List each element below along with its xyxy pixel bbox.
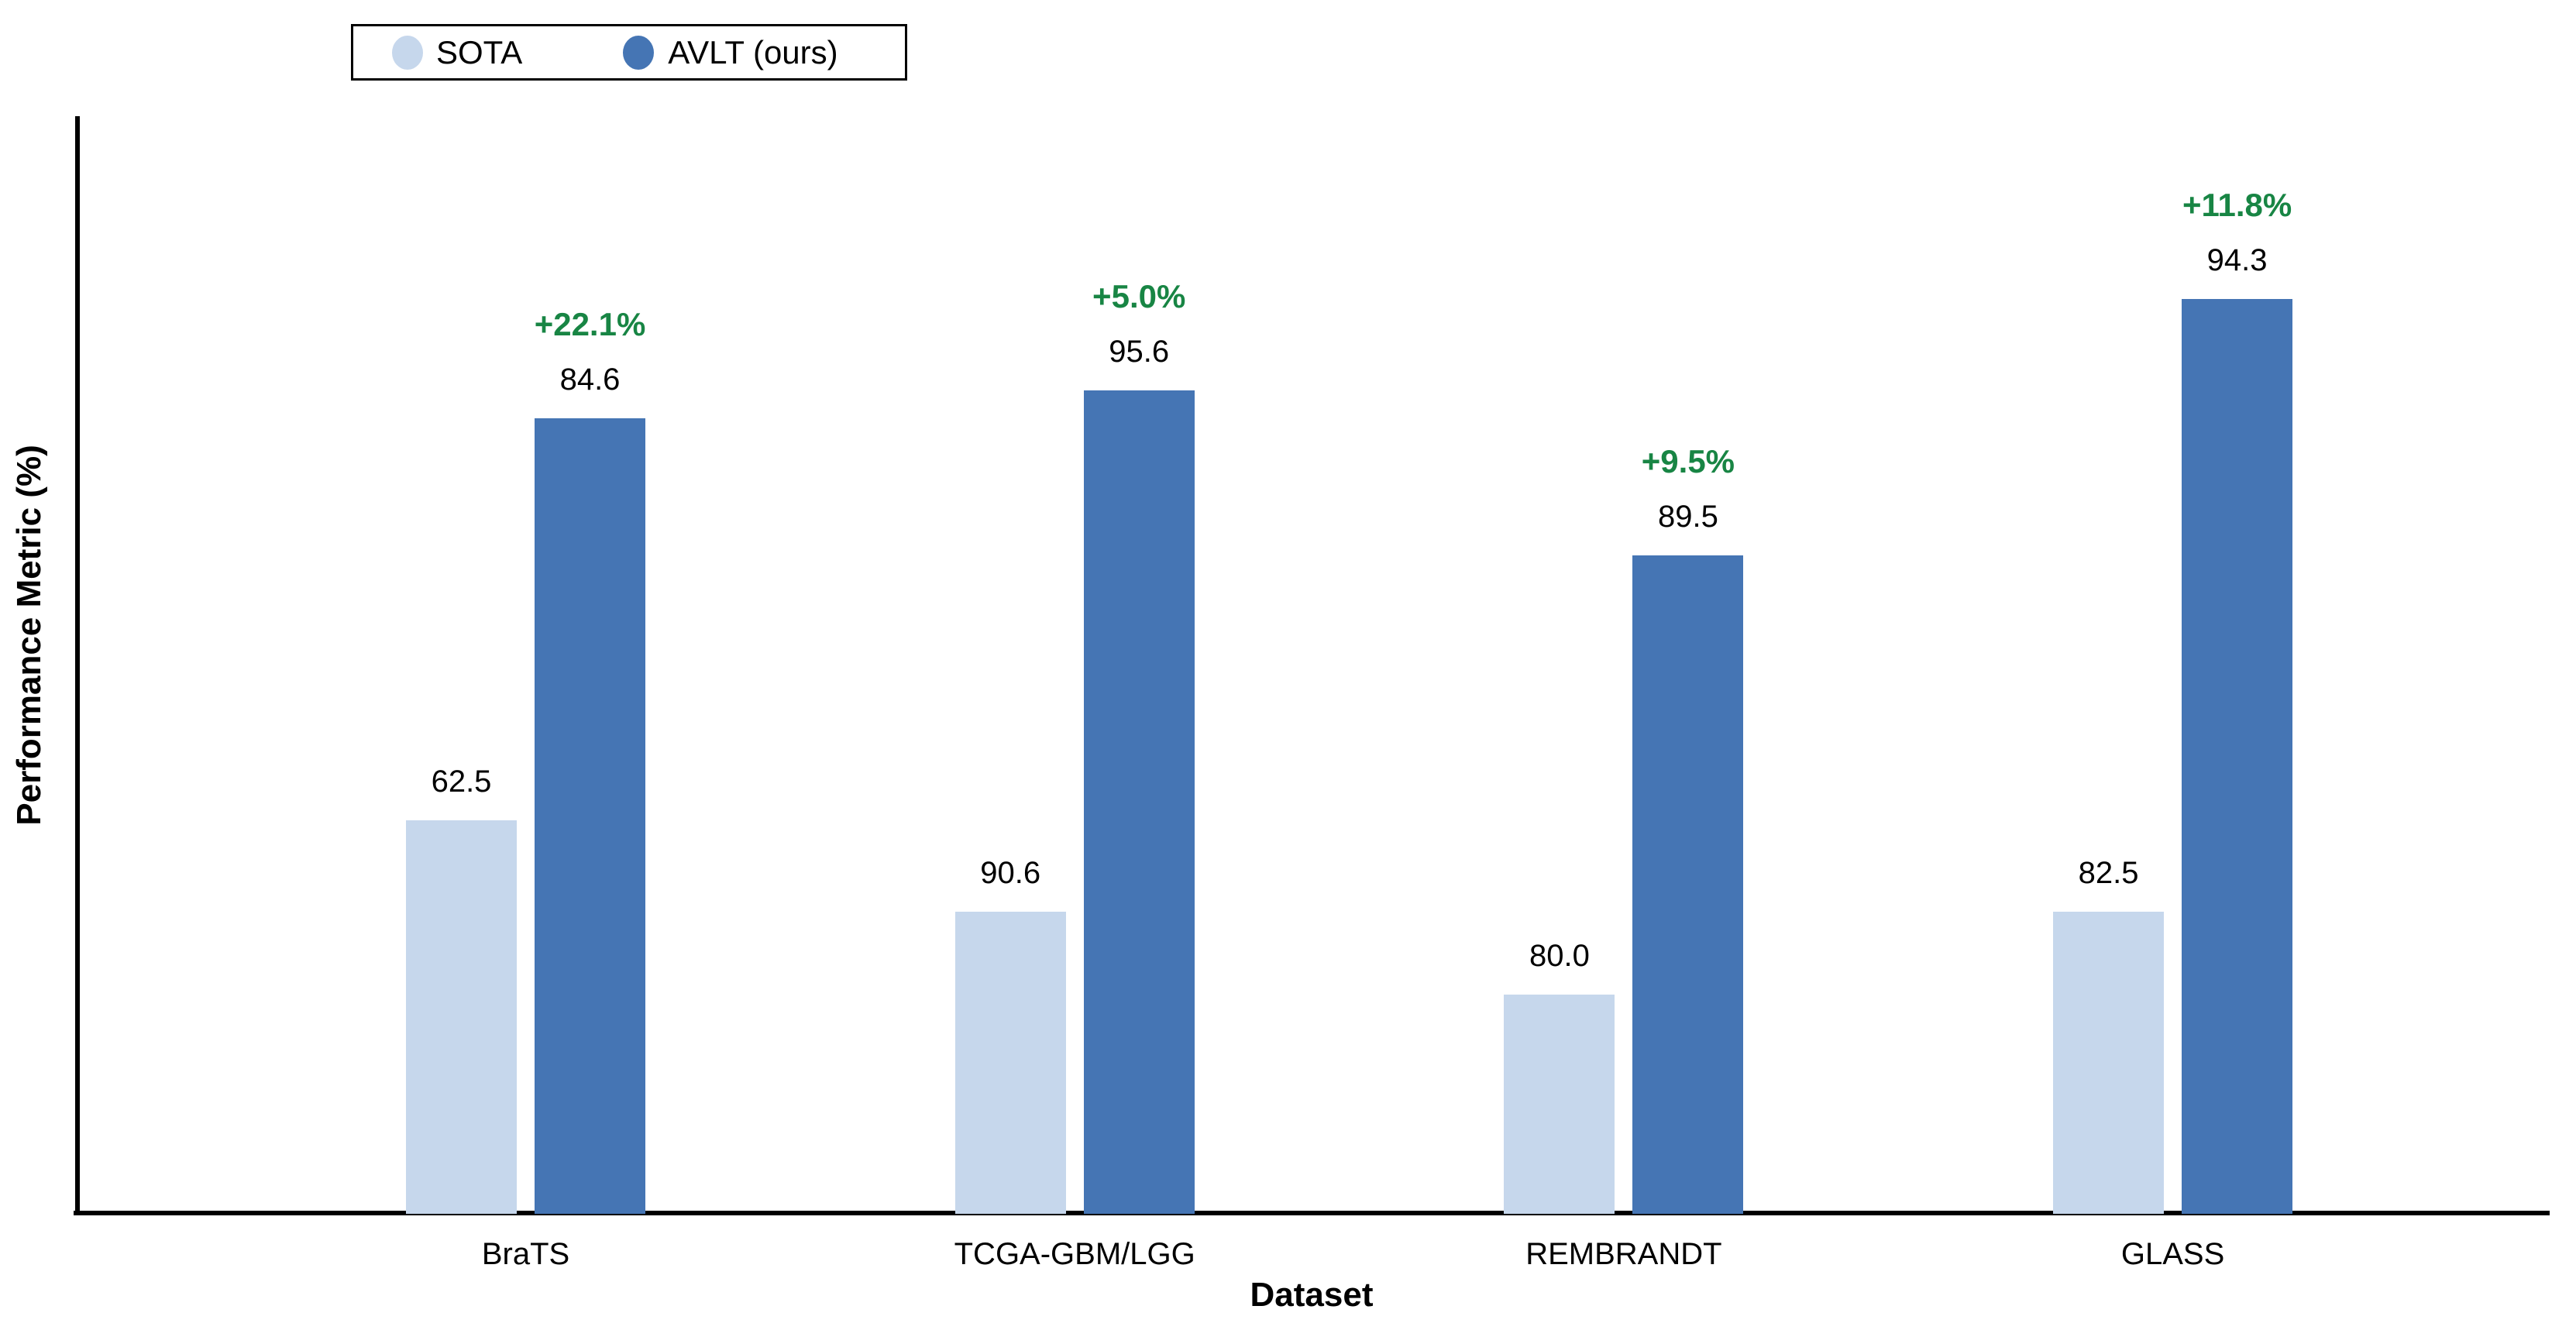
bar-avlt-glass [2182, 299, 2293, 1214]
x-tick-glass: GLASS [2120, 1237, 2225, 1271]
bar-avlt-rembrandt [1632, 555, 1744, 1214]
y-axis-label: Performance Metric (%) [10, 445, 48, 826]
value-label-avlt-brats: 84.6 [559, 363, 621, 397]
y-axis-line [75, 116, 80, 1215]
value-label-avlt-rembrandt: 89.5 [1657, 500, 1718, 534]
value-label-avlt-glass: 94.3 [2206, 243, 2268, 278]
x-axis-line [74, 1211, 2550, 1215]
value-label-sota-tcga-gbm-lgg: 90.6 [980, 855, 1041, 890]
x-tick-brats: BraTS [481, 1237, 570, 1271]
improvement-label-tcga-gbm-lgg: +5.0% [1092, 277, 1186, 314]
value-label-sota-glass: 82.5 [2078, 855, 2139, 890]
value-label-sota-brats: 62.5 [431, 765, 492, 799]
value-label-sota-rembrandt: 80.0 [1529, 939, 1590, 974]
legend-label-avlt: AVLT (ours) [668, 33, 838, 70]
improvement-label-rembrandt: +9.5% [1641, 443, 1735, 479]
bar-sota-glass [2053, 911, 2165, 1214]
x-tick-rembrandt: REMBRANDT [1525, 1237, 1722, 1271]
improvement-label-brats: +22.1% [534, 306, 646, 343]
bar-sota-tcga-gbm-lgg [954, 911, 1066, 1214]
x-axis-label: Dataset [1250, 1276, 1374, 1314]
bar-sota-rembrandt [1504, 995, 1615, 1214]
legend: SOTA AVLT (ours) [351, 24, 907, 81]
bar-avlt-brats [535, 418, 645, 1214]
value-label-avlt-tcga-gbm-lgg: 95.6 [1109, 334, 1170, 369]
legend-swatch-sota [392, 35, 423, 70]
bar-avlt-tcga-gbm-lgg [1083, 390, 1195, 1214]
legend-swatch-avlt [623, 35, 655, 70]
bar-sota-brats [406, 820, 517, 1214]
x-tick-tcga-gbm-lgg: TCGA-GBM/LGG [954, 1237, 1195, 1271]
legend-label-sota: SOTA [436, 33, 523, 70]
improvement-label-glass: +11.8% [2182, 187, 2292, 224]
